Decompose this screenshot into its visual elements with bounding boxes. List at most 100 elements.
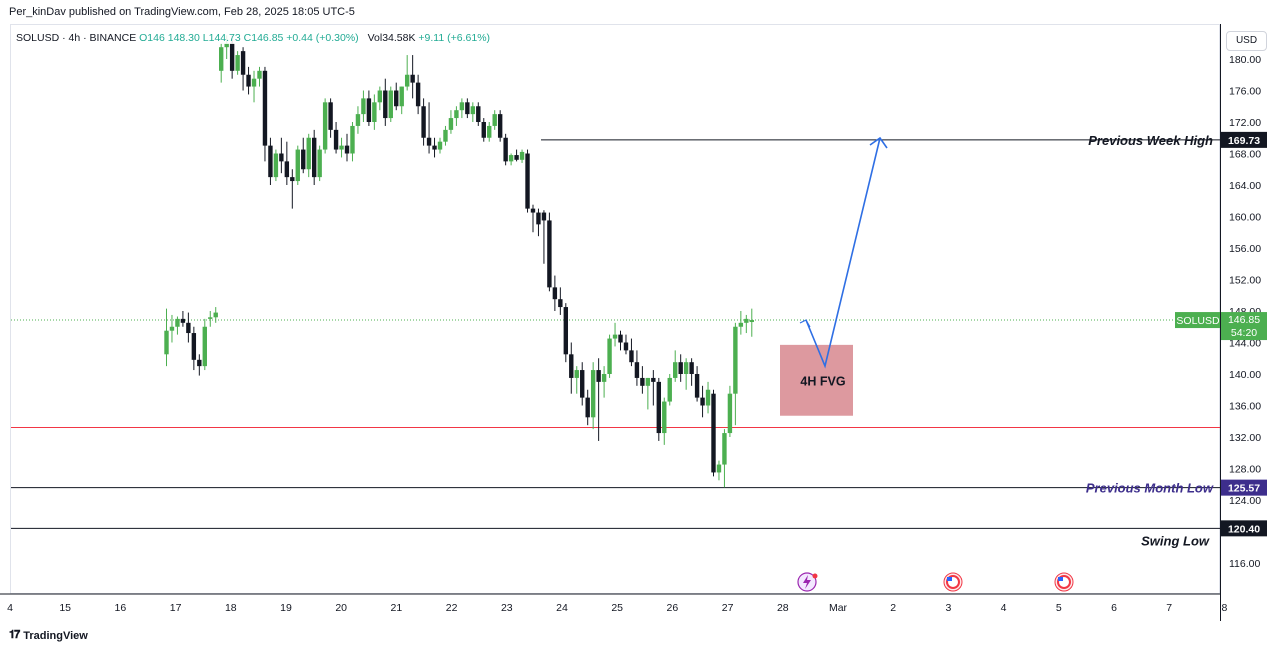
y-tick-label: 136.00 [1229,401,1261,413]
y-tick-label: 160.00 [1229,212,1261,224]
us-flag-icon-2-canton [1058,577,1063,581]
candle-body [711,393,716,473]
candle-body [388,90,393,119]
candle-body [191,333,197,360]
candle-body [601,374,607,382]
tradingview-logo: 𝟏𝟕 TradingView [9,629,88,642]
candle-body [580,370,585,398]
candle-body [585,397,590,418]
legend-close: C146.85 [243,32,284,44]
legend-volume-change: +9.11 (+6.61%) [418,32,491,44]
candle-body [372,102,377,122]
candle-body [705,389,711,406]
candle-body [519,151,525,160]
candle-body [219,47,224,71]
candle-body [700,397,705,406]
legend-volume: Vol34.58K [367,32,416,44]
previous-week-high-badge [1221,131,1267,148]
candle-body [492,114,497,126]
candle-body [634,362,640,378]
candle-body [508,155,514,162]
candle-body [235,55,240,71]
candle-body [673,362,678,378]
candle-body [322,102,328,150]
symbol-tag [1175,312,1221,329]
candle-body [574,370,579,378]
tradingview-logo-icon: 𝟏𝟕 [9,629,20,641]
candle-body [366,98,372,122]
y-tick-label: 116.00 [1229,558,1260,570]
candle-body [361,98,366,115]
candle-body [383,90,388,119]
x-tick-label: 4 [1001,602,1007,614]
legend-symbol[interactable]: SOLUSD · 4h · BINANCE [16,32,137,44]
projection-arrowhead [869,136,888,149]
current-price-badge [1221,312,1267,341]
candle-body [733,326,738,394]
previous-month-low-badge-text: 125.57 [1228,483,1260,495]
candle-body [169,326,175,331]
candle-body [208,317,213,319]
candle-countdown-text: 54:20 [1231,327,1257,339]
x-tick-label: 26 [667,602,679,614]
x-tick-label: 27 [722,602,734,614]
candle-body [722,433,727,465]
swing-low-badge-text: 120.40 [1228,523,1260,535]
candle-body [273,153,279,178]
y-tick-label: 152.00 [1229,275,1261,287]
us-flag-icon-canton [947,577,952,581]
candle-body [415,82,421,107]
candle-body [651,377,656,382]
x-tick-label: 25 [611,602,623,614]
candle-body [437,141,443,150]
candle-body [213,312,218,318]
candle-body [246,74,251,87]
candle-body [749,320,754,323]
y-tick-label: 172.00 [1229,117,1261,129]
candle-body [476,106,481,122]
candle-body [727,393,733,434]
previous-week-high-label: Previous Week High [1088,133,1213,148]
candle-body [350,125,355,154]
candle-body [465,102,470,115]
candle-body [487,125,492,138]
y-tick-label: 144.00 [1229,338,1261,350]
previous-month-low-label: Previous Month Low [1086,481,1214,496]
candle-body [459,102,465,111]
candle-body [306,137,311,170]
candle-body [186,322,191,334]
publish-header: Per_kinDav published on TradingView.com,… [9,6,355,18]
x-tick-label: 7 [1166,602,1172,614]
x-tick-label: 23 [501,602,513,614]
candle-body [426,137,432,146]
legend-low: L144.73 [202,32,241,44]
fvg-zone[interactable] [780,344,853,416]
candle-body [590,370,596,418]
x-tick-label: Mar [829,602,848,614]
candle-body [640,377,645,386]
x-tick-label: 18 [225,602,237,614]
price-axis-divider [1220,24,1221,621]
x-tick-label: 15 [59,602,71,614]
candle-body [563,307,569,355]
legend-high: 148.30 [167,32,200,44]
projection-arrow-tail [799,319,811,328]
candle-body [399,86,404,107]
candle-body [355,114,361,126]
candle-body [612,334,618,339]
candle-body [290,177,295,182]
candle-body [295,149,300,182]
candle-body [547,220,552,288]
x-tick-label: 24 [556,602,568,614]
candle-body [284,161,290,178]
x-tick-label: 3 [945,602,951,614]
candle-body [229,43,235,71]
brand-name: TradingView [23,629,88,642]
candle-body [662,401,667,434]
candle-body [197,359,202,367]
y-tick-label: 128.00 [1229,464,1261,476]
x-tick-label: 17 [170,602,182,614]
fvg-label: 4H FVG [800,374,845,388]
currency-button[interactable]: USD [1226,31,1267,51]
